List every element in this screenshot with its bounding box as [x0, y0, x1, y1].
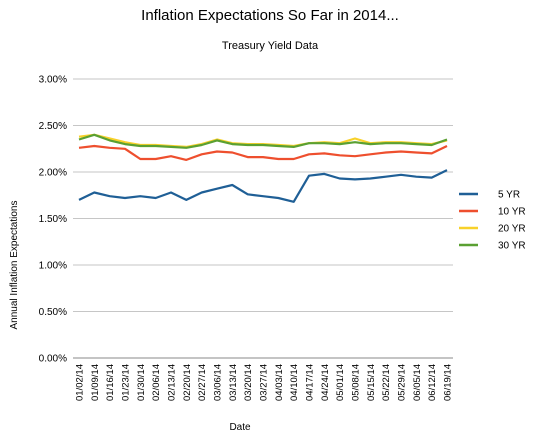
legend-entry: 30 YR [498, 241, 526, 252]
x-tick-label: 01/09/14 [90, 364, 101, 401]
series-line-10-yr [78, 144, 448, 161]
x-axis-label: Date [229, 422, 251, 433]
x-tick-label: 03/13/14 [228, 364, 239, 401]
x-tick-label: 05/01/14 [335, 364, 346, 401]
y-tick-label: 0.00% [39, 354, 67, 365]
y-tick-label: 1.00% [39, 261, 67, 272]
series-line-5-yr [78, 169, 448, 203]
x-tick-label: 03/27/14 [259, 364, 270, 401]
x-tick-label: 02/13/14 [167, 364, 178, 401]
x-tick-label: 01/30/14 [136, 364, 147, 401]
x-tick-label: 01/16/14 [105, 364, 116, 401]
x-tick-label: 04/17/14 [305, 364, 316, 401]
x-tick-label: 04/10/14 [289, 364, 300, 401]
x-axis-ticks: 01/02/14 01/09/14 01/16/14 01/23/14 01/30/14… [75, 364, 454, 401]
x-tick-label: 03/20/14 [243, 364, 254, 401]
gridlines [73, 78, 453, 359]
y-tick-label: 0.50% [39, 307, 67, 318]
x-tick-label: 03/06/14 [213, 364, 224, 401]
legend-entry: 10 YR [498, 207, 526, 218]
x-tick-label: 05/29/14 [397, 364, 408, 401]
x-tick-label: 02/06/14 [151, 364, 162, 401]
legend-entry: 20 YR [498, 224, 526, 235]
y-tick-label: 1.50% [39, 214, 67, 225]
x-tick-label: 05/08/14 [351, 364, 362, 401]
x-tick-label: 04/03/14 [274, 364, 285, 401]
chart-title: Inflation Expectations So Far in 2014... [141, 7, 399, 24]
y-tick-label: 3.00% [39, 75, 67, 86]
x-tick-label: 02/27/14 [197, 364, 208, 401]
x-tick-label: 01/23/14 [121, 364, 132, 401]
x-tick-label: 02/20/14 [182, 364, 193, 401]
x-tick-label: 06/05/14 [412, 364, 423, 401]
x-tick-label: 06/19/14 [443, 364, 454, 401]
y-tick-label: 2.50% [39, 121, 67, 132]
x-tick-label: 04/24/14 [320, 364, 331, 401]
chart-subtitle: Treasury Yield Data [222, 40, 319, 52]
y-axis-label: Annual Inflation Expectations [9, 201, 20, 330]
series-line-30-yr [78, 133, 448, 149]
y-axis-ticks: 0.00% 0.50% 1.00% 1.50% 2.00% 2.50% 3.00% [39, 75, 67, 365]
legend: 5 YR 10 YR 20 YR 30 YR [459, 190, 526, 252]
series-lines [78, 133, 448, 203]
y-tick-label: 2.00% [39, 168, 67, 179]
x-tick-label: 01/02/14 [75, 364, 86, 401]
x-tick-label: 06/12/14 [427, 364, 438, 401]
legend-entry: 5 YR [498, 190, 520, 201]
x-tick-label: 05/22/14 [381, 364, 392, 401]
x-tick-label: 05/15/14 [366, 364, 377, 401]
